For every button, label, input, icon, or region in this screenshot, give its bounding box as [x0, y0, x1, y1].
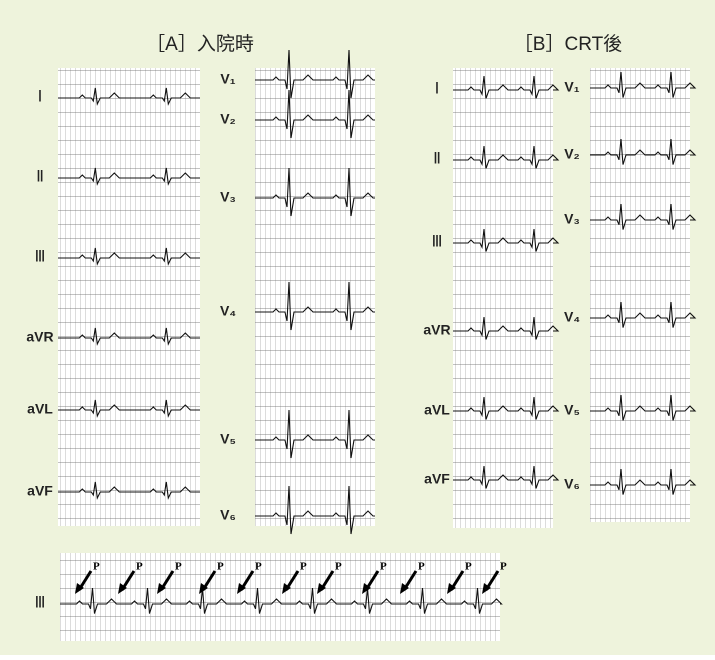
- ecg-grid: [590, 68, 690, 522]
- lead-label: Ⅰ: [38, 89, 43, 106]
- p-wave-marker: P: [217, 561, 224, 573]
- lead-label: aVL: [27, 401, 53, 417]
- lead-label: Ⅲ: [34, 595, 45, 612]
- lead-label: V₂: [564, 146, 580, 162]
- panel-title: ［B］CRT後: [514, 33, 622, 55]
- lead-label: V₂: [220, 111, 236, 127]
- lead-label: aVR: [26, 329, 53, 345]
- p-wave-marker: P: [300, 561, 307, 573]
- p-wave-marker: P: [465, 561, 472, 573]
- lead-label: aVL: [424, 402, 450, 418]
- lead-label: aVF: [424, 471, 450, 487]
- lead-label: V₁: [564, 79, 579, 95]
- lead-label: V₅: [564, 402, 580, 418]
- lead-label: V₆: [564, 476, 580, 492]
- p-wave-marker: P: [500, 561, 507, 573]
- lead-label: V₁: [220, 71, 235, 87]
- ecg-grid: [453, 68, 553, 528]
- p-wave-marker: P: [175, 561, 182, 573]
- ecg-grid: [60, 553, 500, 641]
- lead-label: aVF: [27, 483, 53, 499]
- lead-label: V₆: [220, 507, 236, 523]
- p-wave-marker: P: [93, 561, 100, 573]
- p-wave-marker: P: [335, 561, 342, 573]
- lead-label: V₄: [564, 309, 580, 325]
- lead-label: Ⅲ: [431, 234, 442, 251]
- lead-label: Ⅱ: [36, 169, 44, 186]
- lead-label: Ⅱ: [433, 151, 441, 168]
- ecg-grid: [255, 68, 375, 526]
- lead-label: V₃: [220, 189, 236, 205]
- panel-title: ［A］入院時: [146, 33, 254, 55]
- p-wave-marker: P: [255, 561, 262, 573]
- p-wave-marker: P: [380, 561, 387, 573]
- lead-label: V₄: [220, 303, 236, 319]
- p-wave-marker: P: [136, 561, 143, 573]
- lead-label: V₅: [220, 431, 236, 447]
- ecg-grid: [58, 68, 200, 526]
- lead-label: aVR: [423, 322, 450, 338]
- lead-label: Ⅰ: [435, 81, 440, 98]
- lead-label: V₃: [564, 211, 580, 227]
- p-wave-marker: P: [418, 561, 425, 573]
- lead-label: Ⅲ: [34, 249, 45, 266]
- figure: ［A］入院時 Ⅰ Ⅱ ⅢaVR aVL aVF V₁ V₂ V₃ V₄ V₅ V₆ ［B］CRT後 Ⅰ Ⅱ Ⅲ…: [0, 0, 715, 655]
